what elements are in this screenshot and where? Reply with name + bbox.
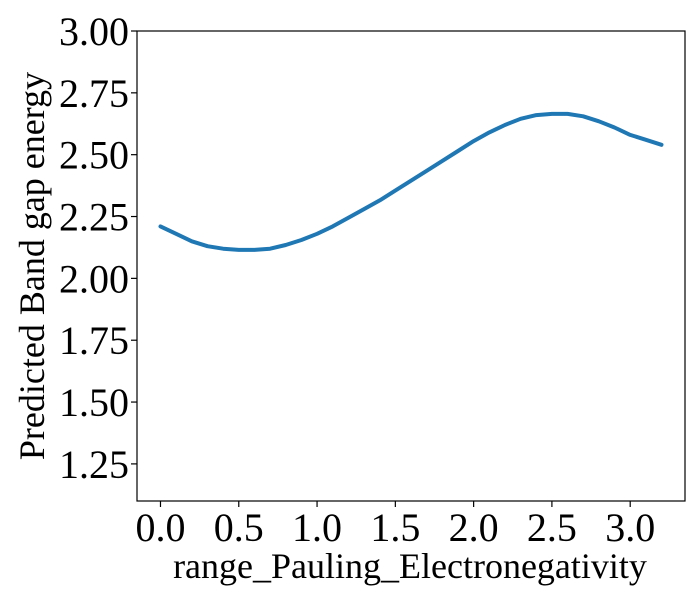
x-axis-label: range_Pauling_Electronegativity [173,546,647,586]
series-group [158,111,664,252]
y-tick-label: 2.00 [59,256,129,301]
x-tick-label: 3.0 [605,505,655,550]
y-axis-label: Predicted Band gap energy [12,72,52,460]
axis-ticks: 0.0 0.5 1.0 1.5 2.0 2.5 3.0 1.25 1.50 1.75 2.00 2.2… [59,9,655,550]
x-tick-label: 1.0 [292,505,342,550]
x-tick-label: 0.5 [214,505,264,550]
x-tick-label: 0.0 [135,505,185,550]
y-tick-label: 2.50 [59,133,129,178]
y-tick-label: 1.50 [59,380,129,425]
y-tick-label: 3.00 [59,9,129,54]
y-tick-label: 1.75 [59,318,129,363]
x-tick-label: 2.0 [449,505,499,550]
y-tick-label: 1.25 [59,442,129,487]
x-tick-label: 2.5 [527,505,577,550]
series-line [158,111,664,252]
plot-area-frame [136,30,686,502]
y-tick-label: 2.75 [59,71,129,116]
x-tick-label: 1.5 [370,505,420,550]
y-tick-label: 2.25 [59,195,129,240]
